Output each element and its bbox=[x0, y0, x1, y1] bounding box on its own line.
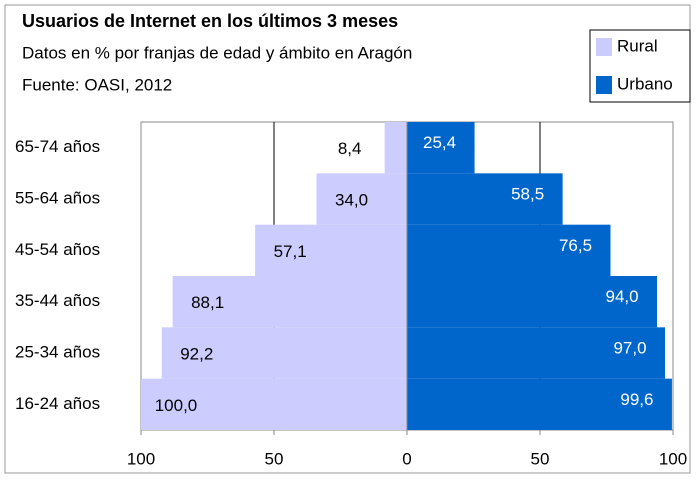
bar bbox=[161, 327, 407, 379]
x-tick-label: 100 bbox=[659, 449, 687, 468]
chart-subtitle: Datos en % por franjas de edad y ámbito … bbox=[22, 43, 412, 62]
y-tick-label: 16-24 años bbox=[15, 394, 100, 413]
y-tick-label: 35-44 años bbox=[15, 291, 100, 310]
chart-source: Fuente: OASI, 2012 bbox=[22, 75, 172, 94]
x-tick-label: 0 bbox=[402, 449, 411, 468]
y-tick-label: 55-64 años bbox=[15, 188, 100, 207]
x-tick-label: 100 bbox=[127, 449, 155, 468]
data-label: 8,4 bbox=[338, 139, 362, 158]
bar bbox=[172, 276, 407, 328]
x-tick-label: 50 bbox=[531, 449, 550, 468]
legend-swatch bbox=[596, 38, 612, 56]
bar bbox=[407, 122, 475, 174]
data-label: 58,5 bbox=[511, 184, 544, 203]
bar bbox=[407, 327, 666, 379]
bar bbox=[407, 224, 611, 276]
data-label: 76,5 bbox=[559, 236, 592, 255]
data-label: 99,6 bbox=[620, 390, 653, 409]
data-label: 57,1 bbox=[274, 242, 307, 261]
data-label: 88,1 bbox=[191, 293, 224, 312]
legend-label: Urbano bbox=[617, 74, 673, 93]
bar bbox=[407, 173, 563, 225]
y-tick-label: 25-34 años bbox=[15, 342, 100, 361]
data-label: 92,2 bbox=[180, 344, 213, 363]
legend-swatch bbox=[596, 76, 612, 94]
legend-label: Rural bbox=[617, 36, 658, 55]
bar bbox=[316, 173, 407, 225]
bar bbox=[141, 378, 407, 430]
data-label: 97,0 bbox=[613, 338, 646, 357]
bar bbox=[407, 276, 658, 328]
data-label: 25,4 bbox=[423, 133, 456, 152]
x-tick-label: 50 bbox=[265, 449, 284, 468]
y-tick-label: 65-74 años bbox=[15, 137, 100, 156]
chart-title: Usuarios de Internet en los últimos 3 me… bbox=[22, 11, 398, 31]
bar bbox=[255, 224, 407, 276]
data-label: 34,0 bbox=[335, 190, 368, 209]
data-label: 94,0 bbox=[605, 287, 638, 306]
bar bbox=[384, 122, 407, 174]
y-tick-label: 45-54 años bbox=[15, 240, 100, 259]
data-label: 100,0 bbox=[155, 396, 198, 415]
bar bbox=[407, 378, 672, 430]
